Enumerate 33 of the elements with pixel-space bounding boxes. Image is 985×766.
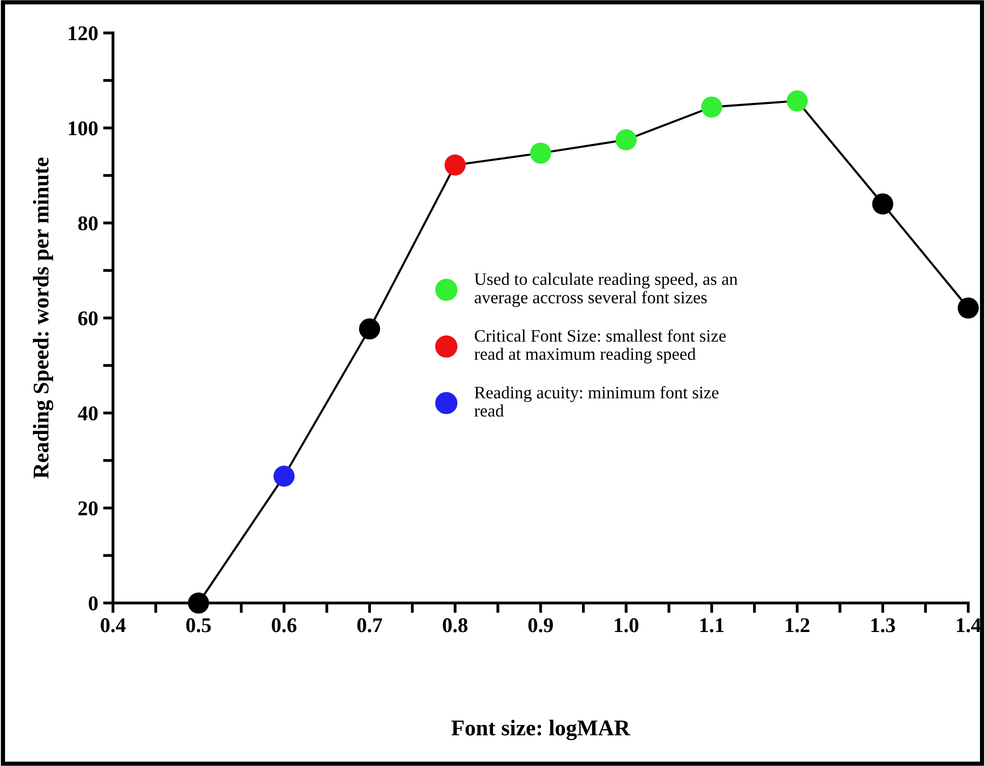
x-tick-label: 0.9 (528, 618, 553, 632)
point (872, 193, 894, 214)
x-axis-title: Font size: logMAR (452, 720, 630, 740)
point (444, 154, 466, 176)
x-tick-label: 1.0 (614, 618, 638, 632)
x-tick-label: 0.6 (272, 618, 296, 632)
y-tick-label: 20 (78, 501, 98, 516)
point (188, 592, 210, 614)
x-tick-label: 1.1 (700, 618, 724, 632)
point (958, 297, 979, 319)
point (359, 318, 380, 340)
y-tick-label: 100 (68, 121, 98, 136)
point (616, 129, 637, 150)
legend-label: Reading acuity: minimum font size read (474, 386, 718, 417)
x-tick-label: 0.4 (100, 618, 126, 632)
y-tick-label: 0 (88, 596, 98, 610)
x-tick-label: 1.3 (871, 618, 896, 632)
y-tick-label: 120 (68, 26, 98, 40)
x-tick-label: 1.4 (956, 618, 981, 632)
x-tick-label: 1.2 (786, 618, 810, 632)
legend-label: Used to calculate reading speed, as an average accross several font sizes (474, 272, 738, 307)
point (530, 142, 552, 164)
point (786, 90, 808, 112)
y-tick-label: 40 (78, 406, 98, 420)
x-tick-label: 0.5 (186, 618, 211, 632)
point (701, 96, 722, 118)
legend-label: Critical Font Size: smallest font size read at maximum reading speed (474, 329, 726, 364)
y-tick-label: 80 (78, 216, 98, 230)
x-tick-label: 0.8 (442, 618, 468, 632)
point (274, 466, 295, 487)
y-axis-title: Reading Speed: words per minute (32, 158, 54, 479)
x-tick-label: 0.7 (357, 618, 382, 632)
y-tick-label: 60 (78, 311, 98, 326)
